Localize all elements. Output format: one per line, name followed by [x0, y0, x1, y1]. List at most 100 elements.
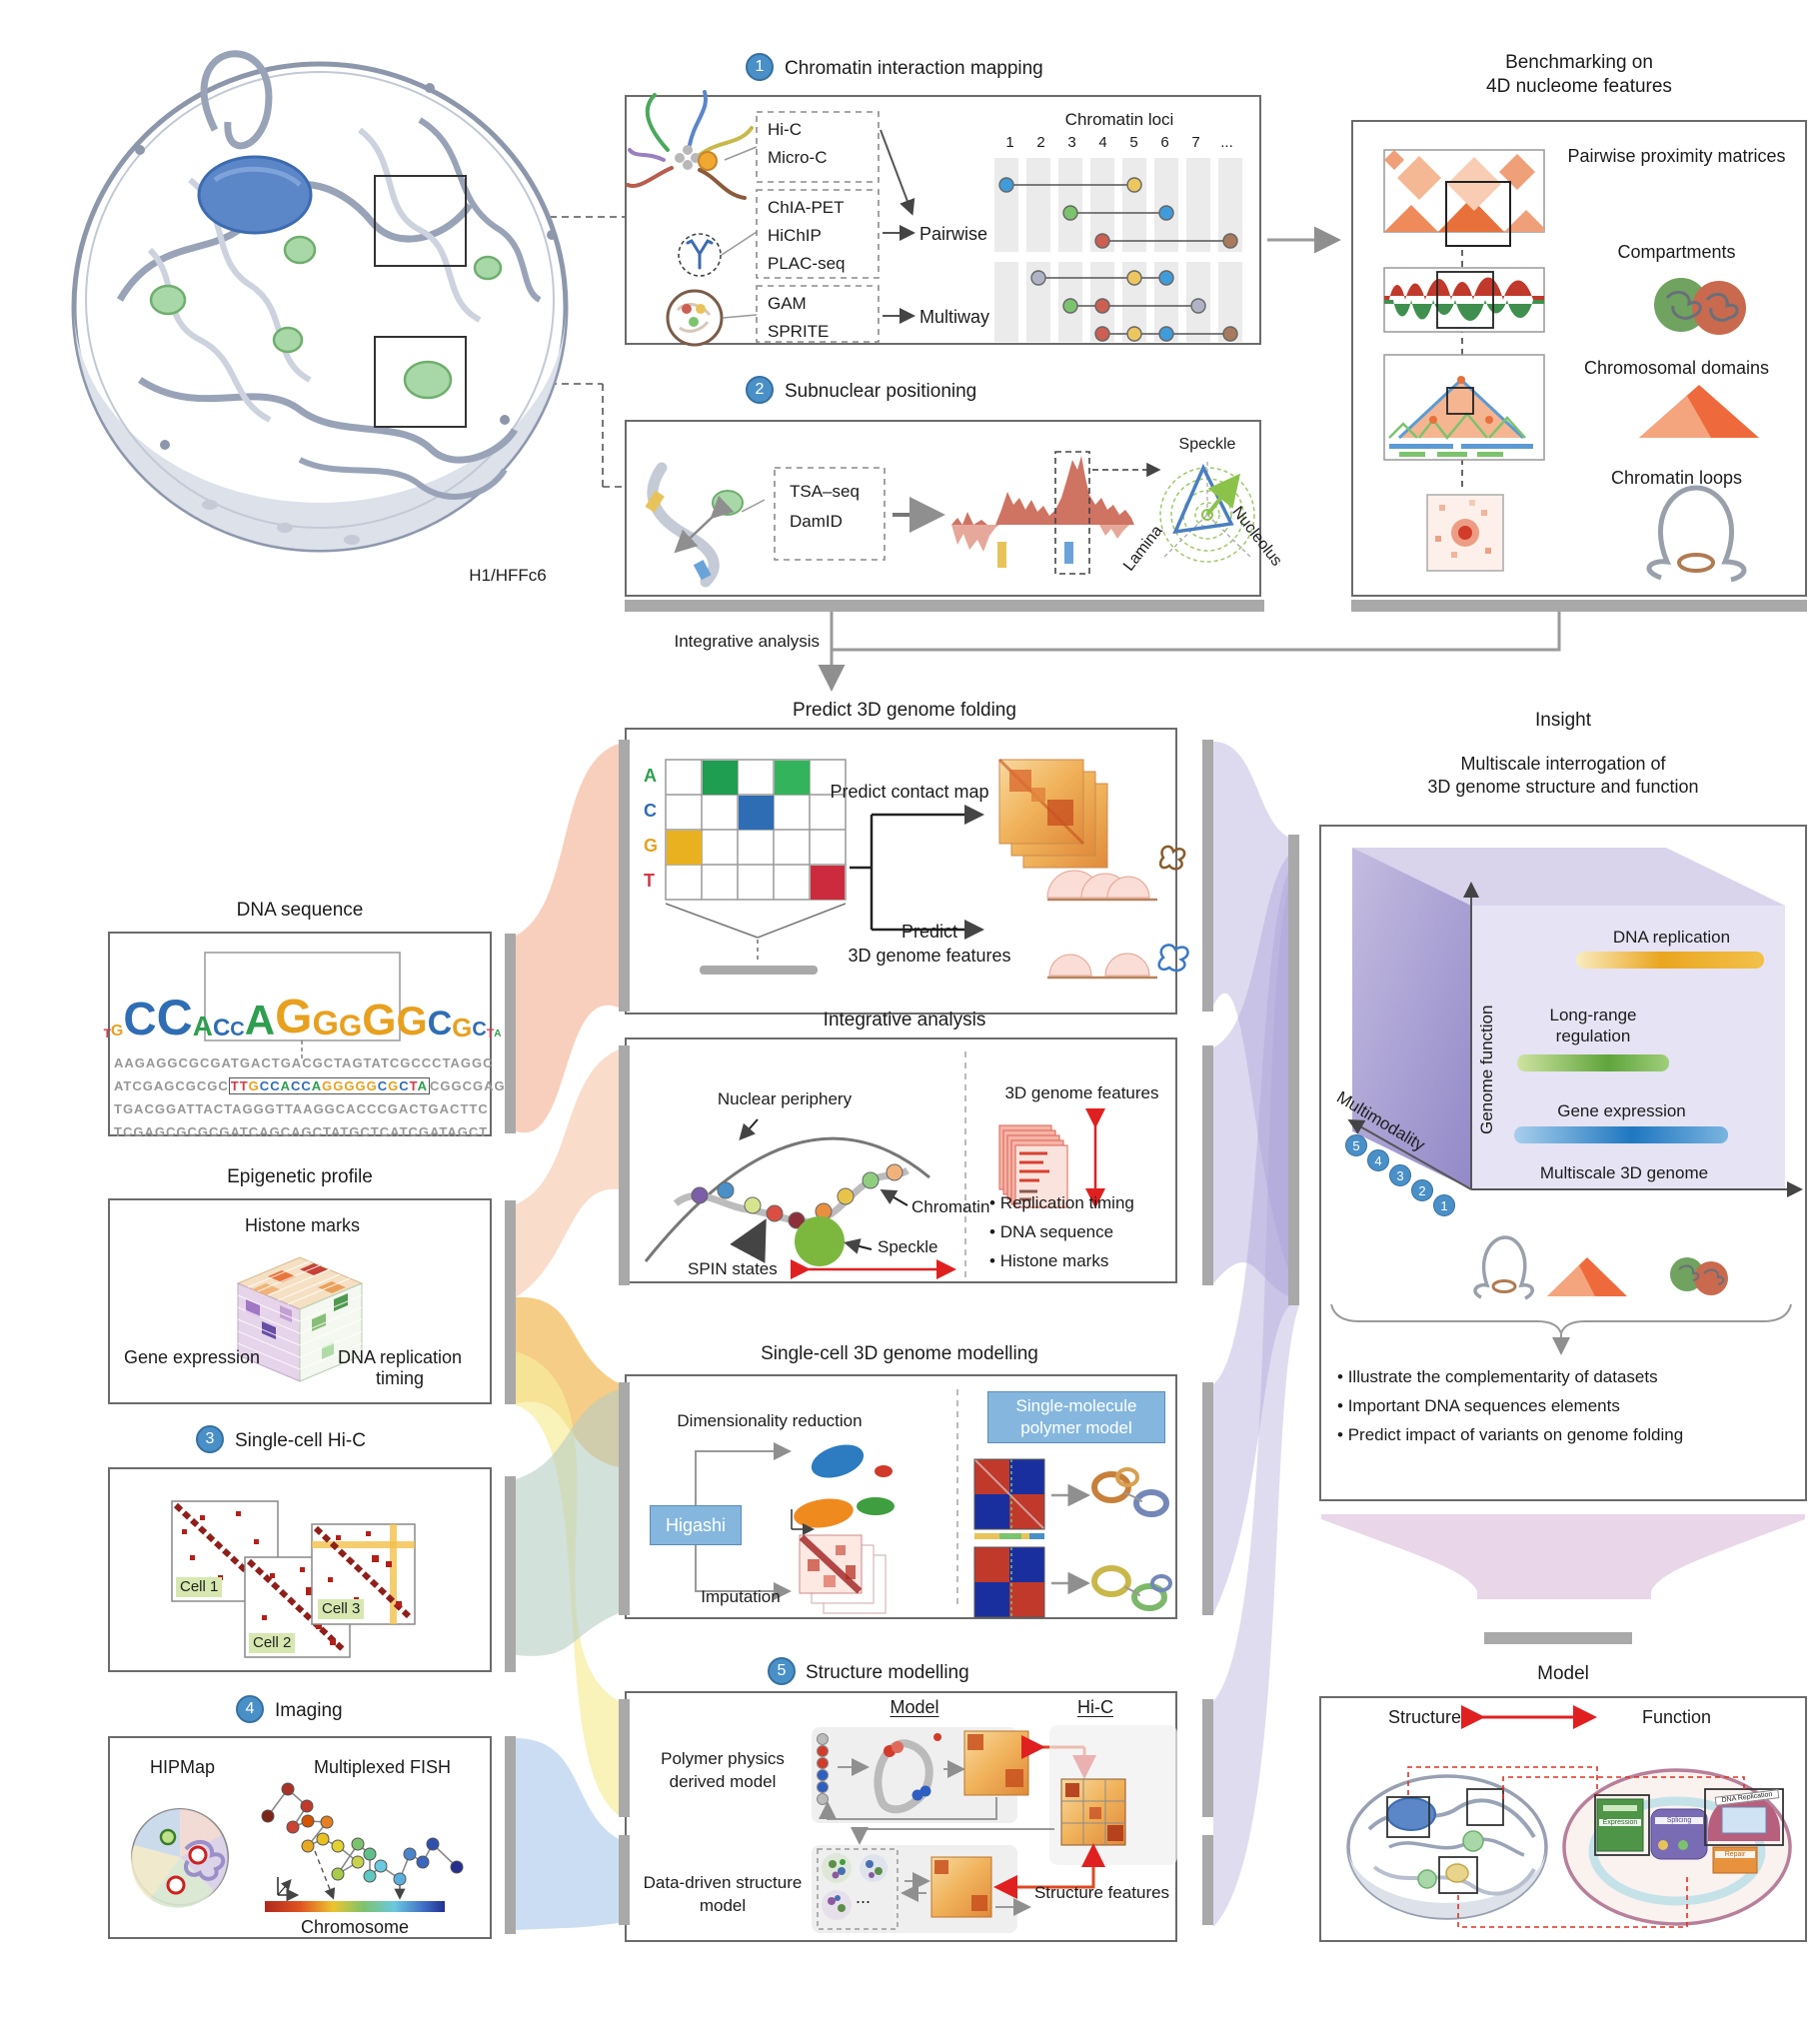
cell-3-tag: Cell 3: [318, 1599, 365, 1619]
cube-num-1: 1: [1433, 1194, 1455, 1216]
mini-sign-repair: Repair: [1715, 1851, 1755, 1858]
benchmark-item-compartments: Compartments: [1617, 242, 1736, 262]
method-damid: DamID: [790, 512, 843, 531]
sc-modelling-title: Single-cell 3D genome modelling: [761, 1343, 1038, 1364]
dna-sequence-title: DNA sequence: [236, 900, 364, 921]
method-gam: GAM: [768, 294, 807, 313]
predict-features-label-2: 3D genome features: [848, 946, 1011, 966]
step-5-title: Structure modelling: [806, 1662, 969, 1683]
zoom-square-1: [374, 175, 467, 267]
spin-states-label: SPIN states: [688, 1259, 778, 1278]
model-col-label: Model: [890, 1697, 939, 1717]
nucleus-callout-dashes: [466, 216, 625, 488]
higashi-box: Higashi: [650, 1505, 742, 1545]
motif-highlight: TTGCCACCAGGGGGCGCTA: [228, 1077, 431, 1094]
epigenetic-title: Epigenetic profile: [227, 1166, 373, 1187]
base-G: G: [644, 836, 659, 856]
benchmark-title-2: 4D nucleome features: [1486, 76, 1672, 97]
panel-subnuclear: [625, 420, 1261, 597]
cube-num-2: 2: [1411, 1179, 1433, 1201]
predict-features-label-1: Predict: [901, 922, 958, 942]
step-4-title: Imaging: [275, 1700, 343, 1721]
panel-single-cell-hic: [108, 1467, 492, 1672]
function-label: Function: [1641, 1707, 1712, 1727]
step-4-badge: 4: [236, 1695, 264, 1723]
multiscale-title-1: Multiscale interrogation of: [1460, 754, 1666, 774]
dna-replication-timing-label: DNA replication timing: [337, 1347, 463, 1388]
benchmark-item-domains: Chromosomal domains: [1583, 358, 1770, 378]
mini-sign-splicing: Splicing: [1655, 1817, 1703, 1824]
step-5-badge: 5: [768, 1657, 796, 1685]
step-2-badge: 2: [746, 376, 774, 404]
fish-label: Multiplexed FISH: [313, 1757, 452, 1777]
cube-bar-label-longrange: Long-range regulation: [1549, 1006, 1637, 1045]
structure-label: Structure: [1387, 1707, 1462, 1727]
multiway-label: Multiway: [919, 307, 990, 327]
ribbon-to-insight: [1213, 742, 1299, 1297]
dimred-label: Dimensionality reduction: [677, 1411, 863, 1430]
gene-expression-label: Gene expression: [123, 1347, 261, 1367]
benchmark-title-1: Benchmarking on: [1505, 52, 1653, 73]
integrative-bullets: Replication timing DNA sequence Histone …: [989, 1193, 1174, 1280]
single-molecule-box: Single-molecule polymer model: [987, 1391, 1165, 1443]
loci-title: Chromatin loci: [1064, 110, 1174, 129]
dna-sequence-lines: AAGAGGCGCGATGACTGACGCTAGTATCGCCCTAGGC AT…: [114, 1055, 506, 1139]
method-microc: Micro-C: [768, 148, 828, 167]
cell-2-tag: Cell 2: [249, 1633, 296, 1653]
features-title: 3D genome features: [1004, 1083, 1159, 1102]
speckle-blobs: [149, 235, 503, 400]
integrative-title: Integrative analysis: [823, 1010, 986, 1030]
step-1-title: Chromatin interaction mapping: [785, 58, 1043, 79]
panel-model: [1319, 1696, 1807, 1942]
insight-title: Insight: [1535, 710, 1591, 731]
method-hic: Hi-C: [768, 120, 802, 139]
mini-sign-expression: Expression: [1599, 1819, 1641, 1826]
nuclear-periphery-label: Nuclear periphery: [717, 1089, 853, 1108]
genome-function-axis: Genome function: [1477, 1005, 1496, 1134]
zoom-square-2: [374, 336, 467, 428]
method-sprite: SPRITE: [768, 322, 830, 341]
method-tsaseq: TSA–seq: [790, 482, 860, 501]
benchmark-item-pairwise: Pairwise proximity matrices: [1567, 146, 1786, 166]
base-T: T: [644, 871, 655, 891]
imputation-label: Imputation: [701, 1587, 781, 1606]
step-1-badge: 1: [746, 53, 774, 81]
panel-predict-folding: [625, 728, 1177, 1015]
predict-contact-map-label: Predict contact map: [830, 782, 989, 802]
integrative-arrow-label: Integrative analysis: [674, 632, 820, 651]
hipmap-label: HIPMap: [149, 1757, 216, 1777]
cube-bar-label-geneexp: Gene expression: [1557, 1101, 1686, 1120]
benchmark-item-loops: Chromatin loops: [1610, 468, 1743, 488]
ribbon-dna-to-predict: [516, 744, 619, 1133]
ellipsis-label: ...: [856, 1887, 872, 1907]
funnel-shape: [1321, 1514, 1805, 1599]
hic-col-label: Hi-C: [1077, 1697, 1113, 1717]
method-hichip: HiChIP: [768, 226, 822, 245]
cube-bar-label-dna-repl: DNA replication: [1612, 928, 1731, 947]
cell-1-tag: Cell 1: [176, 1577, 223, 1597]
cube-num-5: 5: [1345, 1134, 1367, 1156]
multiscale-title-2: 3D genome structure and function: [1427, 777, 1699, 797]
loci-columns: 1 2 3 4 5 6 7 ...: [1005, 134, 1233, 151]
polymer-model-label: Polymer physics derived model: [661, 1749, 785, 1791]
nucleus-label: H1/HFFc6: [469, 566, 547, 585]
cube-num-4: 4: [1367, 1149, 1389, 1171]
step-3-title: Single-cell Hi-C: [235, 1430, 366, 1451]
chromatin-label: Chromatin: [911, 1197, 990, 1216]
predict-title: Predict 3D genome folding: [793, 700, 1016, 721]
nucleus-illustration: [71, 50, 569, 553]
histone-marks-label: Histone marks: [244, 1215, 361, 1235]
method-placseq: PLAC-seq: [768, 254, 846, 273]
multiscale-axis: Multiscale 3D genome: [1539, 1163, 1709, 1182]
base-A: A: [644, 766, 657, 786]
speckle-label: Speckle: [878, 1237, 938, 1256]
structure-features-label: Structure features: [1033, 1883, 1170, 1902]
speckle-axis-label: Speckle: [1178, 436, 1236, 453]
base-C: C: [644, 801, 657, 821]
model-title: Model: [1537, 1663, 1589, 1684]
step-2-title: Subnuclear positioning: [785, 381, 977, 402]
datadriven-model-label: Data-driven structure model: [643, 1873, 803, 1915]
chromosome-label: Chromosome: [300, 1917, 410, 1937]
